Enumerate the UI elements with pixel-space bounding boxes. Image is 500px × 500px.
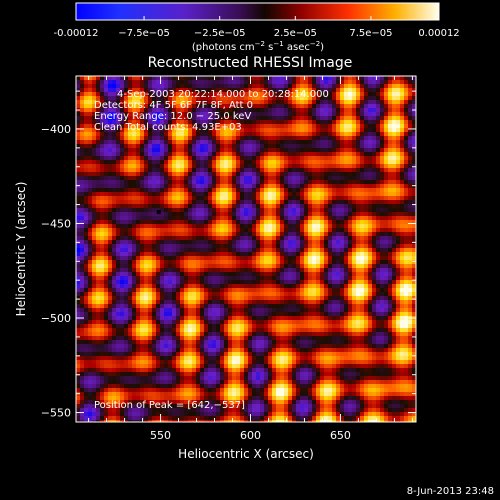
y-tick-label: −500 [41,312,71,325]
info-line-detectors: Detectors: 4F 5F 6F 7F 8F, Att 0 [94,100,253,111]
x-axis: 550 600 650 [88,76,413,442]
colorbar-units: (photons cm−2 s−1 asec−2) [192,40,324,53]
x-axis-label: Heliocentric X (arcsec) [178,447,314,461]
chart-title: Reconstructed RHESSI Image [148,55,353,71]
colorbar-tick-label: 0.00012 [418,28,459,39]
colorbar-tick-label: −2.5e−05 [194,28,246,39]
y-tick-label: −400 [41,123,71,136]
colorbar-tick-label: -0.00012 [54,28,99,39]
x-tick-label: 600 [240,429,261,442]
position-marker [156,210,161,215]
colorbar [75,2,440,21]
info-line-energy: Energy Range: 12.0 − 25.0 keV [94,111,251,122]
colorbar-ticks: -0.00012 −7.5e−05 −2.5e−05 2.5e−05 7.5e−05 0.… [54,16,460,39]
peak-position-label: Position of Peak = [642,−537] [94,400,245,411]
colorbar-tick-label: −7.5e−05 [118,28,170,39]
colorbar-tick-label: 2.5e−05 [274,28,317,39]
y-tick-label: −450 [41,217,71,230]
y-axis-label: Heliocentric Y (arcsec) [14,182,28,317]
x-tick-label: 550 [150,429,171,442]
info-line-clean: Clean Total counts: 4.93E+03 [94,122,242,133]
footer-date: 8-Jun-2013 23:48 [407,486,494,497]
info-line-time: 4-Sep-2003 20:22:14.000 to 20:28:14.000 [117,89,329,100]
heatmap-image [76,76,416,422]
plot-frame [75,75,417,423]
y-tick-label: −550 [41,407,71,420]
y-axis: −400 −450 −500 −550 [41,90,416,420]
x-tick-label: 650 [330,429,351,442]
colorbar-tick-label: 7.5e−05 [349,28,392,39]
